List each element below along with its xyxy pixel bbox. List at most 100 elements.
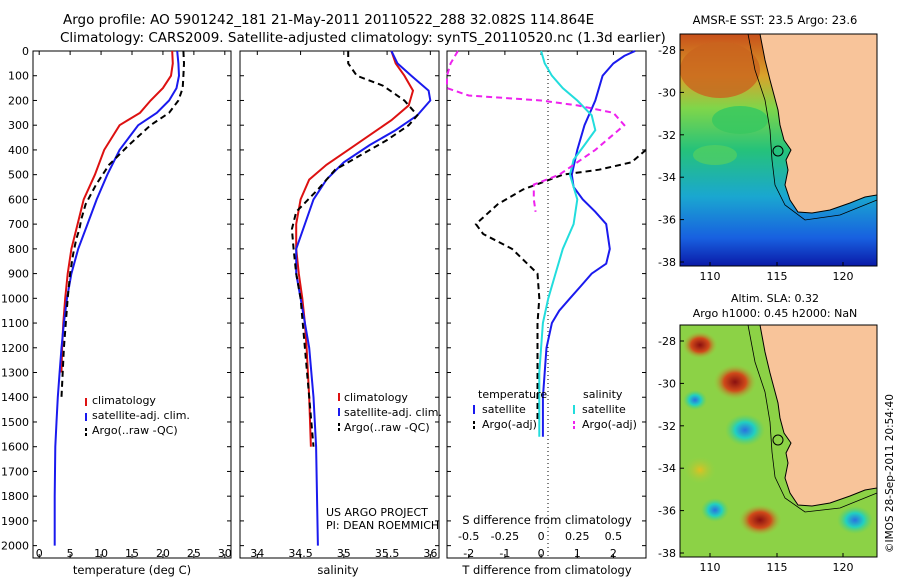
sal-series-argo-raw-qc- xyxy=(290,51,419,447)
t-difference-label: T difference from climatology xyxy=(461,563,632,577)
legend-salinity-argo: Argo(-adj) xyxy=(582,418,637,431)
map-lat-label: -32 xyxy=(658,420,676,433)
depth-tick-label: 800 xyxy=(8,243,29,256)
depth-tick-label: 1800 xyxy=(1,490,29,503)
depth-tick-label: 0 xyxy=(22,45,29,58)
map-lat-label: -36 xyxy=(658,505,676,518)
imos-stamp: ©IMOS 28-Sep-2011 20:54:40 xyxy=(884,394,896,553)
s-difference-tick-label: 0 xyxy=(538,530,545,543)
salinity-plot-frame xyxy=(239,50,440,559)
depth-tick-label: 400 xyxy=(8,144,29,157)
sst-green-patch-2 xyxy=(693,145,737,165)
salinity-x-label: salinity xyxy=(317,563,358,577)
depth-tick-label: 1900 xyxy=(1,515,29,528)
depth-tick-label: 1000 xyxy=(1,292,29,305)
map-lat-label: -28 xyxy=(658,335,676,348)
depth-tick-label: 1600 xyxy=(1,441,29,454)
sst-map-frame xyxy=(679,33,878,267)
sla-shelf-contour xyxy=(747,324,878,513)
diff-series-salinity-argo-adj- xyxy=(446,50,626,212)
depth-tick-label: 100 xyxy=(8,70,29,83)
sla-low-1 xyxy=(725,414,765,446)
salinity-legend: climatology satellite-adj. clim. Argo(..… xyxy=(338,391,442,434)
depth-tick-label: 600 xyxy=(8,193,29,206)
temp-series-climatology xyxy=(60,50,174,373)
sla-high-3 xyxy=(738,504,782,536)
map-lat-label: -38 xyxy=(658,256,676,269)
diff-series-salinity-satellite xyxy=(538,50,597,437)
map-lon-label: 120 xyxy=(833,270,854,283)
temperature-legend: climatology satellite-adj. clim. Argo(..… xyxy=(85,394,190,437)
temp-x-tick-label: 15 xyxy=(125,547,139,560)
legend-temperature-satellite: satellite xyxy=(482,403,526,416)
sal-x-tick-label: 34 xyxy=(250,547,264,560)
map-lon-label: 120 xyxy=(833,561,854,574)
diff-series-temperature-satellite xyxy=(541,50,636,437)
temperature-legend-argo: Argo(..raw -QC) xyxy=(92,424,178,437)
sla-high-1 xyxy=(713,364,757,400)
temperature-plot-frame xyxy=(32,50,232,559)
temp-x-tick-label: 20 xyxy=(156,547,170,560)
temp-x-tick-label: 25 xyxy=(187,547,201,560)
temperature-x-label: temperature (deg C) xyxy=(73,563,191,577)
temperature-profile-panel: 0100200300400500600700800900100011001200… xyxy=(1,45,232,577)
figure-title-line1: Argo profile: AO 5901242_181 21-May-2011… xyxy=(63,12,594,28)
sal-x-tick-label: 35.5 xyxy=(375,547,400,560)
map-lat-label: -34 xyxy=(658,171,676,184)
salinity-legend-satellite: satellite-adj. clim. xyxy=(344,406,442,419)
s-difference-tick-label: -0.25 xyxy=(491,530,519,543)
depth-tick-label: 200 xyxy=(8,94,29,107)
salinity-profile-panel: 34 34.5 35 35.5 36 climatology satellite-adj… xyxy=(239,50,442,577)
s-difference-label: S difference from climatology xyxy=(462,513,632,527)
difference-legend: temperature satellite Argo(-adj) salinit… xyxy=(473,388,637,431)
salinity-legend-climatology: climatology xyxy=(344,391,408,404)
depth-tick-label: 900 xyxy=(8,268,29,281)
map-lat-label: -34 xyxy=(658,462,676,475)
sla-low-3 xyxy=(837,506,873,534)
map-lat-label: -30 xyxy=(658,86,676,99)
depth-tick-label: 1100 xyxy=(1,317,29,330)
sla-high-2 xyxy=(682,331,718,359)
s-difference-tick-label: 0.25 xyxy=(565,530,590,543)
argo-float-marker-1 xyxy=(772,145,784,157)
figure-title-line2: Climatology: CARS2009. Satellite-adjuste… xyxy=(60,30,666,46)
sal-series-satellite-adj-clim- xyxy=(295,50,432,546)
map-lat-label: -36 xyxy=(658,214,676,227)
depth-tick-label: 1500 xyxy=(1,416,29,429)
diff-x-tick-label: -1 xyxy=(499,547,510,560)
sst-warm-patch xyxy=(680,42,760,98)
diff-x-tick-label: 2 xyxy=(610,547,617,560)
temp-x-tick-label: 10 xyxy=(94,547,108,560)
sst-green-patch xyxy=(712,106,768,134)
depth-tick-label: 1700 xyxy=(1,465,29,478)
sla-low-4 xyxy=(683,390,707,410)
sal-series-climatology xyxy=(295,50,415,447)
sst-land xyxy=(759,33,878,214)
diff-x-tick-label: 0 xyxy=(538,547,545,560)
depth-tick-label: 300 xyxy=(8,119,29,132)
sla-map-frame xyxy=(679,324,878,558)
depth-tick-label: 1200 xyxy=(1,342,29,355)
map-lat-label: -28 xyxy=(658,44,676,57)
depth-tick-label: 2000 xyxy=(1,540,29,553)
sla-land xyxy=(759,324,878,507)
legend-temperature-argo: Argo(-adj) xyxy=(482,418,537,431)
s-difference-tick-label: -0.5 xyxy=(458,530,479,543)
temp-series-argo-raw-qc- xyxy=(60,50,186,398)
map-lon-label: 110 xyxy=(700,561,721,574)
difference-plot-frame xyxy=(446,50,647,559)
sal-x-tick-label: 34.5 xyxy=(288,547,313,560)
credit-pi: PI: DEAN ROEMMICH xyxy=(326,519,439,532)
temp-x-tick-label: 30 xyxy=(218,547,232,560)
sst-map-panel: AMSR-E SST: 23.5 Argo: 23.6 -28 -30 -32 -34… xyxy=(658,13,878,283)
depth-tick-label: 1300 xyxy=(1,367,29,380)
credit-project: US ARGO PROJECT xyxy=(326,506,428,519)
sal-x-tick-label: 36 xyxy=(423,547,437,560)
depth-tick-label: 1400 xyxy=(1,391,29,404)
difference-panel: -2 -1 0 1 2 temperature satellite Argo(-adj)… xyxy=(446,50,647,577)
map-lon-label: 115 xyxy=(767,561,788,574)
legend-heading-salinity: salinity xyxy=(583,388,623,401)
diff-x-tick-label: 1 xyxy=(574,547,581,560)
map-lat-label: -30 xyxy=(658,377,676,390)
